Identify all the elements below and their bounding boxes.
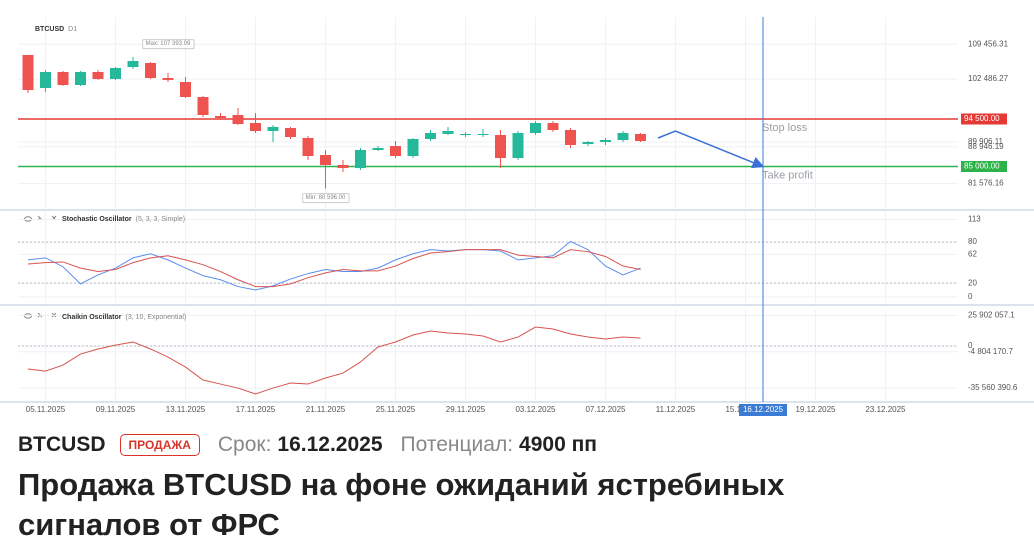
y-tick-label: 109 456.31 bbox=[968, 39, 1009, 48]
x-tick-label: 23.12.2025 bbox=[865, 405, 906, 414]
term-label: Срок: bbox=[217, 433, 272, 456]
x-tick-label: 03.12.2025 bbox=[515, 405, 556, 414]
candle-body bbox=[442, 131, 454, 134]
y-tick-label: 89 906.11 bbox=[968, 137, 1004, 146]
candle-body bbox=[92, 72, 104, 79]
panel-icons bbox=[24, 215, 57, 319]
candle-body bbox=[320, 155, 331, 165]
candle-body bbox=[162, 78, 174, 80]
y-tick-label: 113 bbox=[968, 215, 981, 224]
term: 16.12.2025 bbox=[277, 433, 383, 456]
candle-body bbox=[407, 139, 419, 156]
candle-body bbox=[600, 140, 611, 142]
x-tick-label: 07.12.2025 bbox=[585, 405, 626, 414]
candle-body bbox=[267, 127, 279, 131]
candle-body bbox=[495, 135, 506, 158]
y-tick-label: 20 bbox=[968, 278, 977, 287]
candle-body bbox=[232, 115, 244, 124]
series-line bbox=[27, 240, 641, 291]
candle-body bbox=[460, 134, 471, 135]
candle-body bbox=[145, 63, 156, 78]
candle-body bbox=[372, 148, 384, 150]
y-tick-label: 62 bbox=[968, 250, 977, 259]
x-tick-label: 29.11.2025 bbox=[446, 405, 486, 414]
x-tick-label: 19.12.2025 bbox=[795, 405, 836, 414]
annotation: Min: 80 596.00 bbox=[306, 195, 346, 201]
panel-title: Stochastic Oscillator (5, 3, 3, Simple) bbox=[62, 216, 185, 223]
candle-body bbox=[337, 165, 349, 168]
series-line bbox=[27, 249, 641, 288]
candle-body bbox=[250, 123, 261, 131]
level-name: Stop loss bbox=[762, 122, 808, 134]
level-tag-label: 94 500.00 bbox=[964, 114, 1000, 123]
candle-body bbox=[582, 142, 594, 144]
y-tick-label: 0 bbox=[968, 341, 973, 350]
y-tick-label: 25 902 057.1 bbox=[968, 311, 1015, 320]
panel-title-params: D1 bbox=[68, 26, 77, 33]
panel-title-name: Stochastic Oscillator bbox=[62, 216, 132, 223]
level-tag bbox=[961, 113, 1007, 125]
candle-body bbox=[180, 82, 191, 97]
annotation-box bbox=[142, 39, 195, 50]
y-tick-label: 80 bbox=[968, 237, 977, 246]
annotation-box bbox=[302, 193, 350, 204]
panel-title-name: Chaikin Oscillator bbox=[62, 314, 122, 321]
y-tick-label: -4 804 170.7 bbox=[968, 347, 1013, 356]
candle-body bbox=[75, 72, 86, 85]
x-tick-label: 25.11.2025 bbox=[376, 405, 416, 414]
candle-body bbox=[477, 134, 489, 135]
candle-body bbox=[425, 133, 436, 139]
y-tick-label: 0 bbox=[968, 292, 973, 301]
potential-label: Потенциал: bbox=[400, 433, 514, 456]
level-name: Take profit bbox=[762, 169, 813, 181]
y-tick-label: -35 560 390.6 bbox=[968, 383, 1018, 392]
x-tick-label: 21.11.2025 bbox=[306, 405, 346, 414]
y-tick-label: 102 486.27 bbox=[968, 74, 1009, 83]
crosshair-tag bbox=[739, 404, 787, 416]
candle-body bbox=[22, 55, 34, 90]
panel-title-params: (3, 10, Exponential) bbox=[126, 314, 187, 321]
chart: 05.11.2025 09.11.2025 13.11.2025 17.11.2025… bbox=[0, 17, 1034, 416]
candle-body bbox=[635, 134, 646, 141]
x-tick-label: 11.12.2025 bbox=[656, 405, 696, 414]
candle-body bbox=[127, 61, 139, 67]
potential: 4900 пп bbox=[519, 433, 597, 456]
series-line bbox=[27, 326, 641, 395]
candle-body bbox=[302, 138, 314, 156]
level-tag-label: 85 000.00 bbox=[964, 162, 1000, 171]
candle-body bbox=[57, 72, 69, 85]
article-title: Продажа BTCUSD на фоне ожиданий ястребин… bbox=[18, 467, 785, 542]
candle-body bbox=[197, 97, 209, 115]
candle-body bbox=[530, 123, 541, 133]
panel-title: Chaikin Oscillator (3, 10, Exponential) bbox=[62, 314, 186, 321]
crosshair-label: 16.12.2025 bbox=[743, 405, 784, 414]
candle-body bbox=[355, 150, 366, 168]
candle-body bbox=[512, 133, 524, 158]
x-tick-label: 05.11.2025 bbox=[26, 405, 66, 414]
candle-body bbox=[285, 128, 296, 137]
panel-title-name: BTCUSD bbox=[35, 26, 64, 33]
forecast-arrow bbox=[657, 130, 765, 169]
candle-body bbox=[40, 72, 51, 88]
candle-body bbox=[547, 123, 559, 130]
x-tick-label: 13.11.2025 bbox=[166, 405, 206, 414]
panel-title-params: (5, 3, 3, Simple) bbox=[136, 216, 185, 223]
candle-body bbox=[565, 130, 576, 145]
annotation: Max: 107 393.99 bbox=[146, 41, 191, 47]
candle-body bbox=[390, 146, 401, 156]
article: BTCUSD ПРОДАЖА Срок: 16.12.2025 Потенциа… bbox=[18, 433, 1018, 545]
candle-body bbox=[110, 68, 121, 79]
y-tick-label: 88 946.19 bbox=[968, 142, 1004, 151]
candle-body bbox=[617, 133, 629, 140]
x-tick-label: 09.11.2025 bbox=[96, 405, 136, 414]
x-tick-label: 17.11.2025 bbox=[236, 405, 276, 414]
candle-body bbox=[215, 116, 226, 118]
badge: ПРОДАЖА bbox=[119, 434, 200, 456]
symbol: BTCUSD bbox=[18, 433, 106, 456]
y-tick-label: 81 576.16 bbox=[968, 179, 1004, 188]
signal-row: BTCUSD ПРОДАЖА Срок: 16.12.2025 Потенциа… bbox=[18, 433, 1018, 457]
panel-title: BTCUSD D1 bbox=[35, 26, 77, 33]
level-tag bbox=[961, 161, 1007, 172]
